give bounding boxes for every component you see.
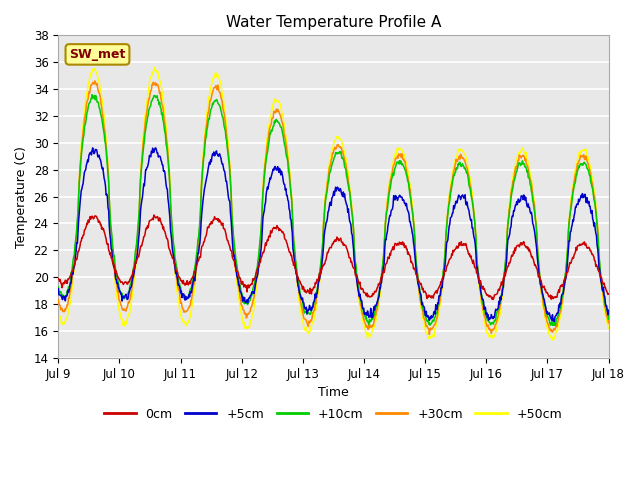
Legend: 0cm, +5cm, +10cm, +30cm, +50cm: 0cm, +5cm, +10cm, +30cm, +50cm <box>99 403 568 426</box>
Text: SW_met: SW_met <box>69 48 125 61</box>
X-axis label: Time: Time <box>318 386 349 399</box>
Title: Water Temperature Profile A: Water Temperature Profile A <box>226 15 441 30</box>
Y-axis label: Temperature (C): Temperature (C) <box>15 145 28 248</box>
